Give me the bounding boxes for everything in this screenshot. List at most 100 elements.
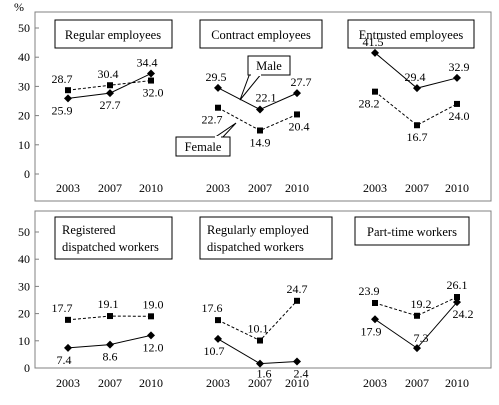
x-tick-label: 2010 [445, 376, 469, 390]
data-label: 2.4 [294, 366, 309, 380]
panel-title-5-line-1: Regularly employed [207, 223, 309, 237]
data-point-square [257, 127, 263, 134]
y-tick-label: 30 [18, 279, 30, 293]
x-tick-label: 2007 [405, 181, 429, 195]
data-point-diamond [371, 48, 379, 57]
series-line-dashed [374, 91, 458, 126]
data-point-diamond [256, 359, 264, 368]
panel-title-6-line-1: Part-time workers [367, 225, 457, 239]
data-point-square [107, 82, 113, 89]
data-label: 29.4 [405, 70, 426, 84]
panel-title-4-line-1: Registered [62, 223, 116, 237]
data-label: 12.0 [143, 340, 164, 354]
data-point-diamond [293, 89, 301, 98]
x-tick-label: 2003 [56, 181, 80, 195]
data-point-diamond [293, 357, 301, 366]
x-tick-label: 2003 [56, 376, 80, 390]
y-tick-label: 10 [18, 138, 30, 152]
x-tick-label: 2003 [206, 181, 230, 195]
data-label: 24.2 [453, 307, 474, 321]
x-tick-label: 2003 [363, 181, 387, 195]
x-tick-label: 2007 [248, 181, 272, 195]
data-label: 8.6 [103, 350, 118, 364]
data-label: 19.0 [143, 297, 164, 311]
x-tick-label: 2010 [139, 181, 163, 195]
callout-male-text: Male [256, 59, 282, 73]
data-label: 28.7 [52, 72, 73, 86]
y-tick-label: 20 [18, 307, 30, 321]
data-label: 32.0 [143, 86, 164, 100]
data-label: 29.5 [206, 70, 227, 84]
panel-title-2-line-1: Contract employees [211, 28, 311, 42]
data-label: 10.1 [248, 322, 269, 336]
data-point-square [372, 299, 378, 306]
data-label: 17.9 [361, 324, 382, 338]
data-point-square [454, 294, 460, 301]
data-point-diamond [64, 94, 72, 103]
data-point-square [215, 317, 221, 324]
y-tick-label: 0 [24, 361, 30, 375]
data-point-square [294, 297, 300, 304]
x-tick-label: 2010 [445, 181, 469, 195]
data-label: 14.9 [250, 135, 271, 149]
y-tick-label: 0 [24, 167, 30, 181]
data-label: 27.7 [291, 75, 312, 89]
data-point-diamond [413, 344, 421, 353]
x-tick-label: 2010 [285, 181, 309, 195]
data-label: 22.7 [202, 113, 223, 127]
x-tick-label: 2010 [285, 376, 309, 390]
panel-title-box-1: Regular employees [54, 19, 173, 49]
data-point-diamond [214, 83, 222, 92]
x-tick-label: 2003 [206, 376, 230, 390]
y-tick-label: 10 [18, 334, 30, 348]
y-tick-label: 40 [18, 252, 30, 266]
data-label: 28.2 [359, 97, 380, 111]
x-tick-label: 2007 [405, 376, 429, 390]
data-point-diamond [214, 334, 222, 343]
y-tick-label: 40 [18, 50, 30, 64]
data-point-diamond [371, 315, 379, 324]
data-point-square [257, 337, 263, 344]
data-point-square [215, 104, 221, 111]
data-point-square [107, 313, 113, 320]
data-label: 26.1 [447, 278, 468, 292]
x-tick-label: 2007 [98, 376, 122, 390]
data-point-square [148, 77, 154, 84]
panel-title-box-4: Registered dispatched workers [54, 216, 173, 260]
callout-male: Male [239, 55, 291, 101]
data-point-square [294, 111, 300, 118]
panel-title-4-line-2: dispatched workers [62, 240, 159, 254]
data-label: 10.7 [204, 344, 225, 358]
data-label: 17.6 [202, 301, 223, 315]
x-tick-label: 2007 [248, 376, 272, 390]
panel-title-1-line-1: Regular employees [65, 28, 161, 42]
data-point-square [65, 87, 71, 94]
x-tick-label: 2007 [98, 181, 122, 195]
data-point-diamond [453, 73, 461, 82]
data-point-diamond [106, 340, 114, 349]
data-label: 7.3 [414, 331, 429, 345]
data-label: 7.4 [57, 353, 72, 367]
data-label: 32.9 [449, 60, 470, 74]
data-label: 19.2 [411, 297, 432, 311]
y-tick-label: 50 [18, 225, 30, 239]
panel-title-box-5: Regularly employed dispatched workers [199, 216, 333, 260]
data-label: 23.9 [359, 284, 380, 298]
data-point-diamond [147, 331, 155, 340]
callout-female: Female [175, 122, 237, 157]
data-label: 24.0 [449, 109, 470, 123]
bottom-row-frame [34, 210, 492, 369]
panel-title-box-6: Part-time workers [354, 216, 470, 246]
data-label: 19.1 [98, 297, 119, 311]
data-point-diamond [147, 69, 155, 78]
data-point-square [148, 313, 154, 320]
callout-female-text: Female [185, 140, 222, 154]
data-point-square [454, 100, 460, 107]
data-point-diamond [106, 89, 114, 98]
data-label: 25.9 [52, 103, 73, 117]
data-label: 1.6 [257, 367, 272, 381]
data-point-square [65, 316, 71, 323]
data-label: 34.4 [137, 56, 158, 70]
data-point-diamond [64, 343, 72, 352]
